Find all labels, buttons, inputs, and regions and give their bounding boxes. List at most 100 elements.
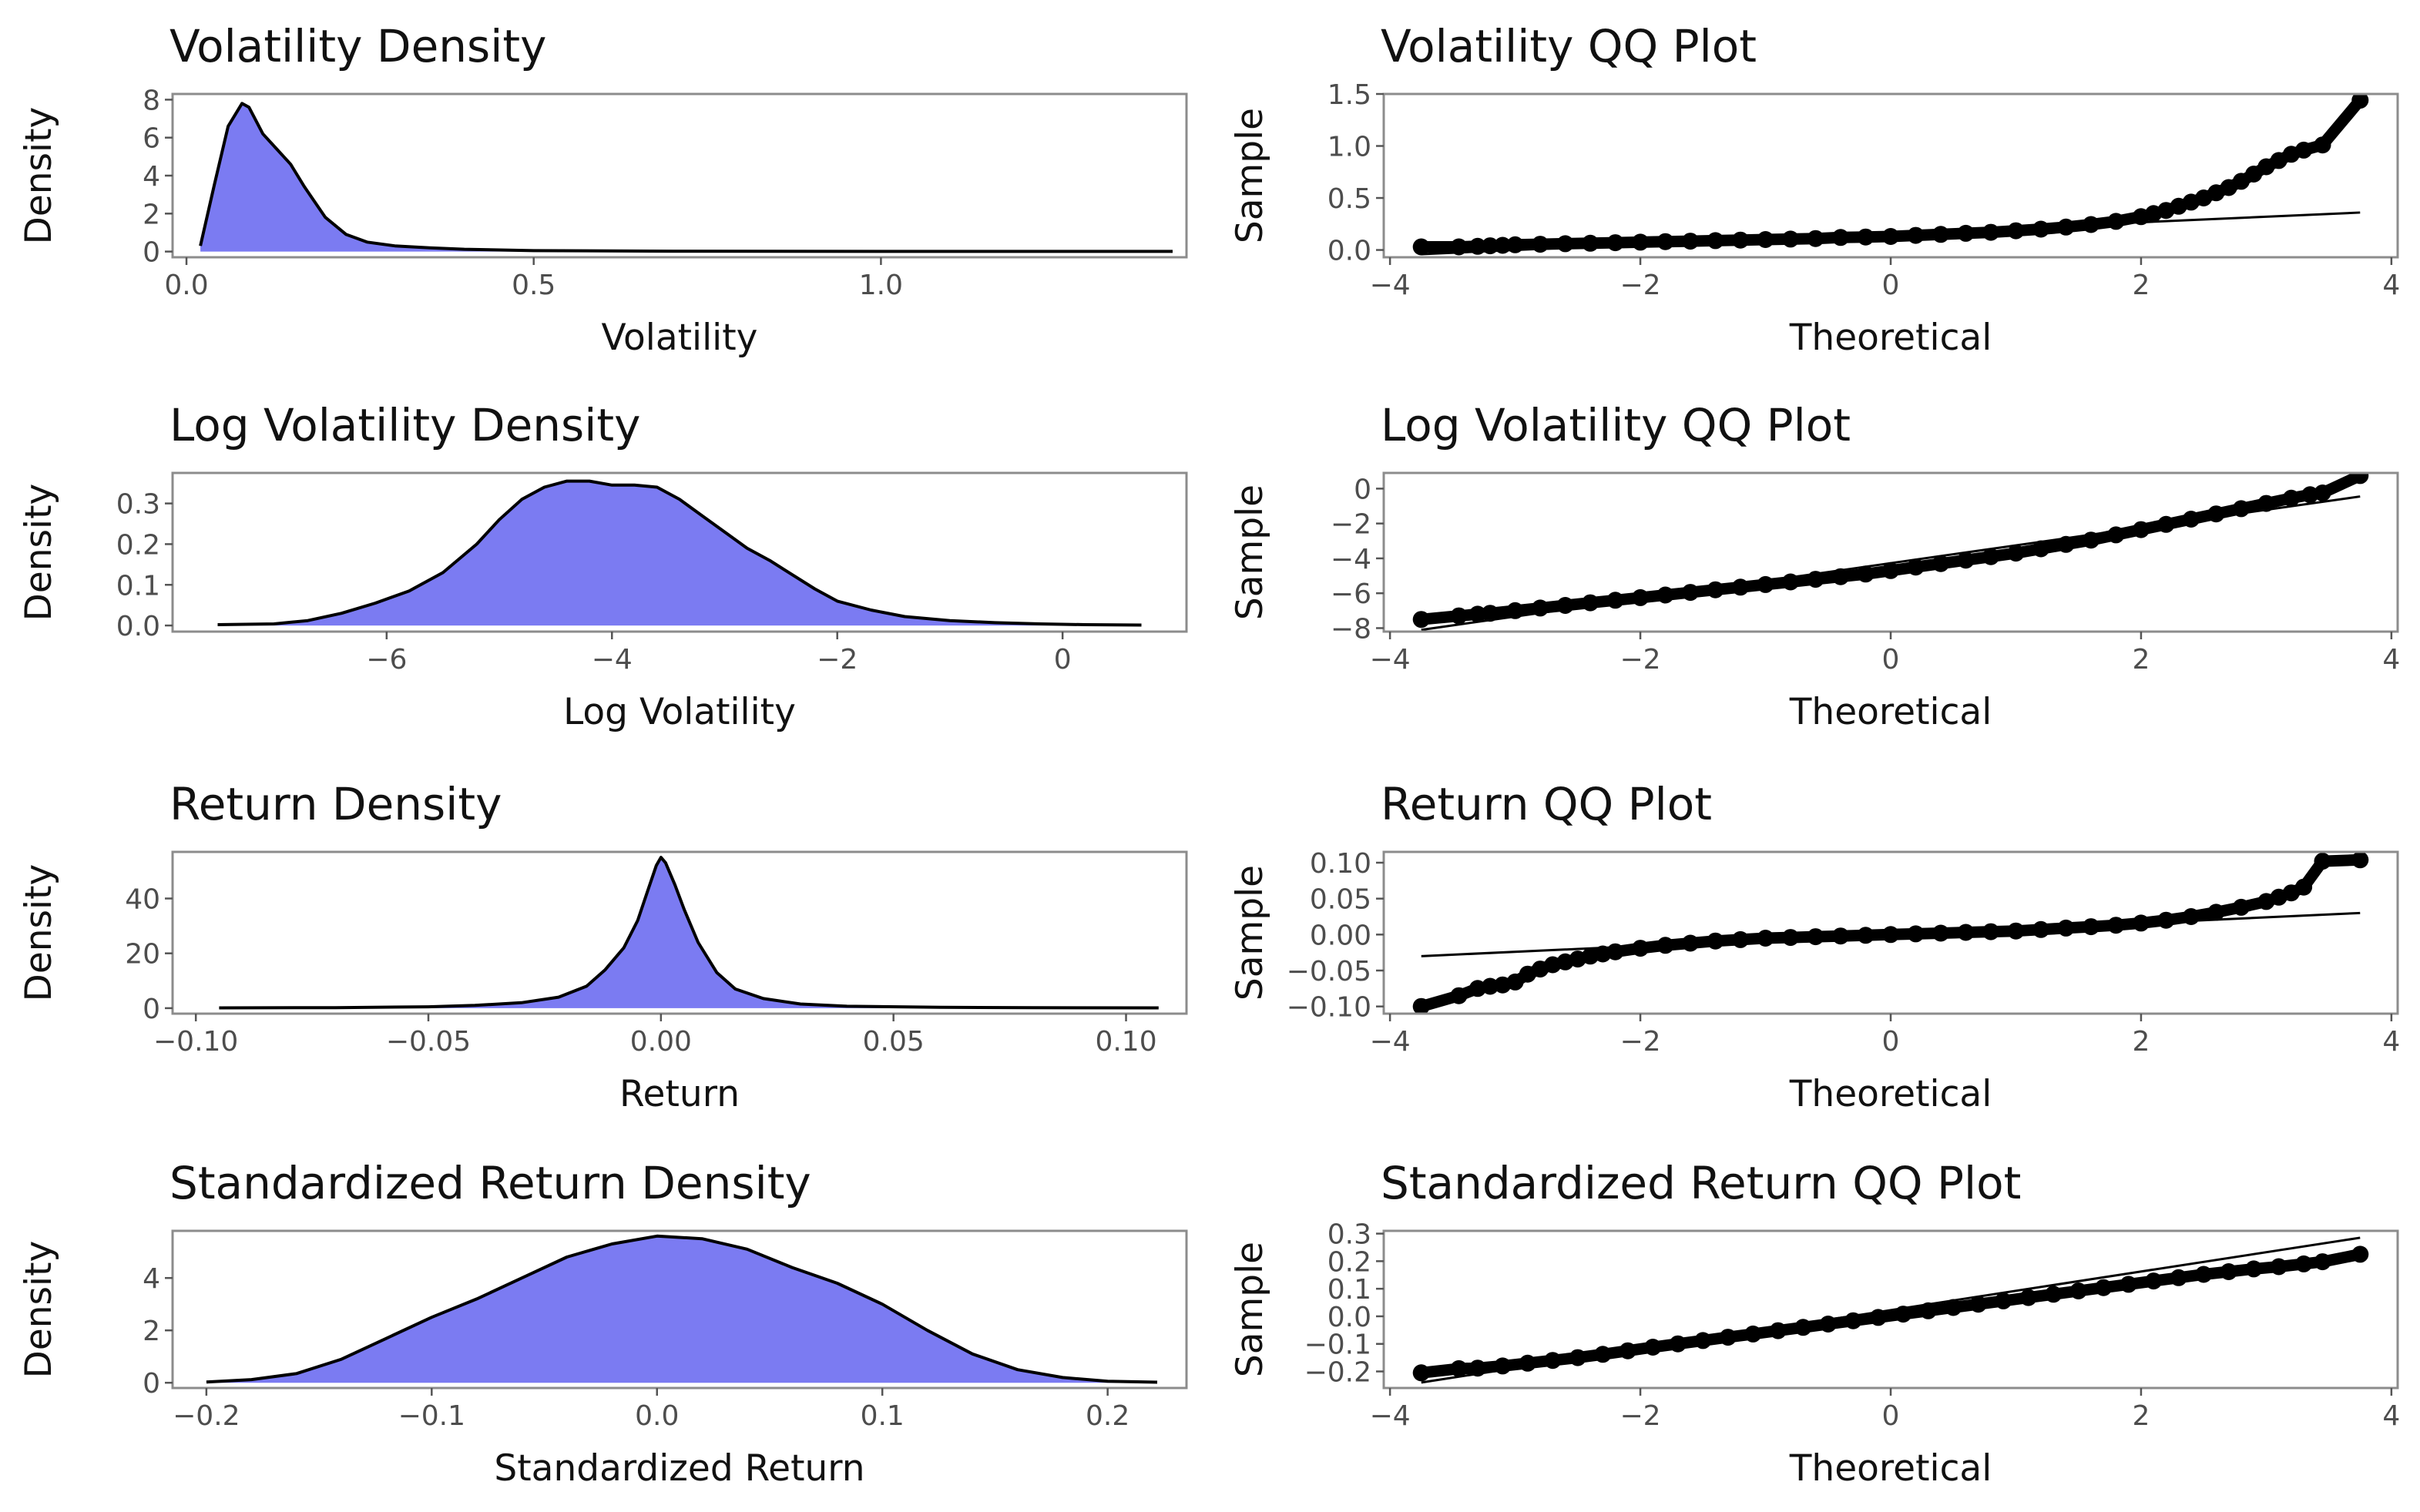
x-axis-label: Standardized Return <box>494 1447 864 1490</box>
y-tick-label: 0.10 <box>1310 848 1371 880</box>
x-tick-label: 0.2 <box>1086 1400 1129 1432</box>
qq-point <box>2107 213 2125 230</box>
qq-point <box>1656 937 1674 954</box>
qq-point <box>2295 1255 2313 1272</box>
y-tick-label: 0.0 <box>1327 1302 1371 1333</box>
qq-point <box>1544 1352 1562 1370</box>
plot-frame <box>171 850 1188 1015</box>
panel-title: Log Volatility QQ Plot <box>1381 399 1851 451</box>
qq-point <box>1632 233 1650 251</box>
qq-point <box>1757 575 1774 593</box>
x-tick-label: 0.1 <box>861 1400 905 1432</box>
qq-point <box>1606 592 1624 609</box>
qq-point <box>2257 495 2275 512</box>
qq-point <box>1782 573 1799 591</box>
panel-log-volatility-qq-plot: Log Volatility QQ Plot−4 −2 0 2 40−2−4−6−8Th… <box>1229 399 2400 733</box>
x-tick-label: −2 <box>1620 270 1661 301</box>
y-tick-label: −6 <box>1331 578 1371 610</box>
qq-point <box>1782 929 1799 947</box>
qq-point <box>1969 1296 1987 1313</box>
qq-point <box>1519 1354 1536 1372</box>
qq-point <box>2057 535 2075 553</box>
y-tick-label: 0 <box>143 994 160 1025</box>
plot-area <box>219 856 1159 1010</box>
x-tick-label: 0 <box>1882 644 1900 676</box>
qq-point <box>2220 1263 2237 1280</box>
y-tick-label: 20 <box>125 939 160 971</box>
qq-point <box>1450 987 1468 1004</box>
y-axis-label: Sample <box>1229 1242 1271 1377</box>
qq-point <box>1669 1335 1687 1353</box>
panel-title: Volatility QQ Plot <box>1381 20 1757 72</box>
qq-point <box>2220 179 2237 196</box>
qq-point <box>1882 926 1899 944</box>
panel-volatility-density: Volatility Density 0.0 0.5 1.0 0 2 4 6 8 Volatili… <box>18 20 1188 359</box>
panel-title: Return QQ Plot <box>1381 778 1712 830</box>
panel-standardized-return-qq-plot: Standardized Return QQ Plot −4 −2 0 2 4 0.30.2… <box>1229 1157 2400 1490</box>
qq-point <box>1982 923 1999 940</box>
x-tick-label: 4 <box>2382 270 2400 301</box>
qq-point <box>2351 852 2369 869</box>
y-axis-label: Density <box>18 484 60 622</box>
qq-point <box>1782 230 1799 248</box>
qq-point <box>2145 1272 2163 1290</box>
qq-point <box>1857 228 1875 246</box>
y-tick-label: 40 <box>125 884 160 916</box>
qq-point <box>1707 932 1724 950</box>
density-curve <box>206 1234 1158 1384</box>
x-tick-label: 0.00 <box>630 1026 692 1058</box>
qq-point-band <box>1415 1248 2366 1379</box>
qq-point <box>2107 917 2125 934</box>
qq-point <box>1482 237 1499 255</box>
qq-point <box>1412 997 1430 1014</box>
qq-point <box>1682 233 1699 250</box>
qq-point <box>1682 934 1699 952</box>
qq-point <box>1468 980 1486 997</box>
qq-point <box>1982 548 1999 565</box>
qq-point <box>2083 531 2099 549</box>
y-tick-label: 0.00 <box>1310 920 1371 951</box>
qq-point <box>2207 505 2225 523</box>
qq-point <box>1807 571 1824 588</box>
y-tick-label: −0.2 <box>1304 1357 1371 1389</box>
qq-point <box>2132 914 2150 932</box>
panel-title: Standardized Return QQ Plot <box>1381 1157 2021 1209</box>
qq-point <box>1506 973 1524 991</box>
y-axis-label: Sample <box>1229 108 1271 243</box>
qq-point <box>1582 594 1599 612</box>
qq-point <box>2182 511 2200 528</box>
qq-point <box>1450 238 1468 256</box>
qq-point <box>2032 540 2049 558</box>
qq-point <box>1995 1292 2012 1309</box>
panel-title: Volatility Density <box>170 20 546 72</box>
qq-point <box>1707 581 1724 598</box>
x-tick-label: −4 <box>1370 1400 1411 1432</box>
x-axis-label: Volatility <box>602 317 758 359</box>
qq-point <box>1794 1319 1812 1336</box>
qq-point <box>1869 1309 1887 1326</box>
qq-point <box>2232 898 2250 916</box>
qq-point <box>1882 562 1899 579</box>
qq-point <box>2045 1286 2063 1303</box>
qq-point <box>2195 1266 2213 1283</box>
x-tick-label: −2 <box>817 644 858 676</box>
qq-point <box>2295 141 2313 159</box>
qq-point <box>1832 927 1849 945</box>
qq-point <box>1532 599 1549 617</box>
y-tick-label: 0 <box>143 237 160 269</box>
qq-point <box>1957 551 1975 569</box>
qq-point <box>1656 233 1674 250</box>
x-axis-label: Return <box>619 1073 740 1115</box>
y-tick-label: 0.05 <box>1310 884 1371 916</box>
qq-point <box>1895 1306 1912 1323</box>
qq-point <box>1807 230 1824 247</box>
y-tick-label: 0.0 <box>1327 236 1371 267</box>
density-area <box>219 857 1159 1008</box>
qq-point <box>1744 1325 1762 1343</box>
qq-point <box>1606 943 1624 961</box>
x-tick-label: −0.2 <box>173 1400 240 1432</box>
y-tick-label: 0.3 <box>1327 1219 1371 1251</box>
x-tick-label: −0.1 <box>398 1400 465 1432</box>
qq-point <box>2007 545 2025 562</box>
